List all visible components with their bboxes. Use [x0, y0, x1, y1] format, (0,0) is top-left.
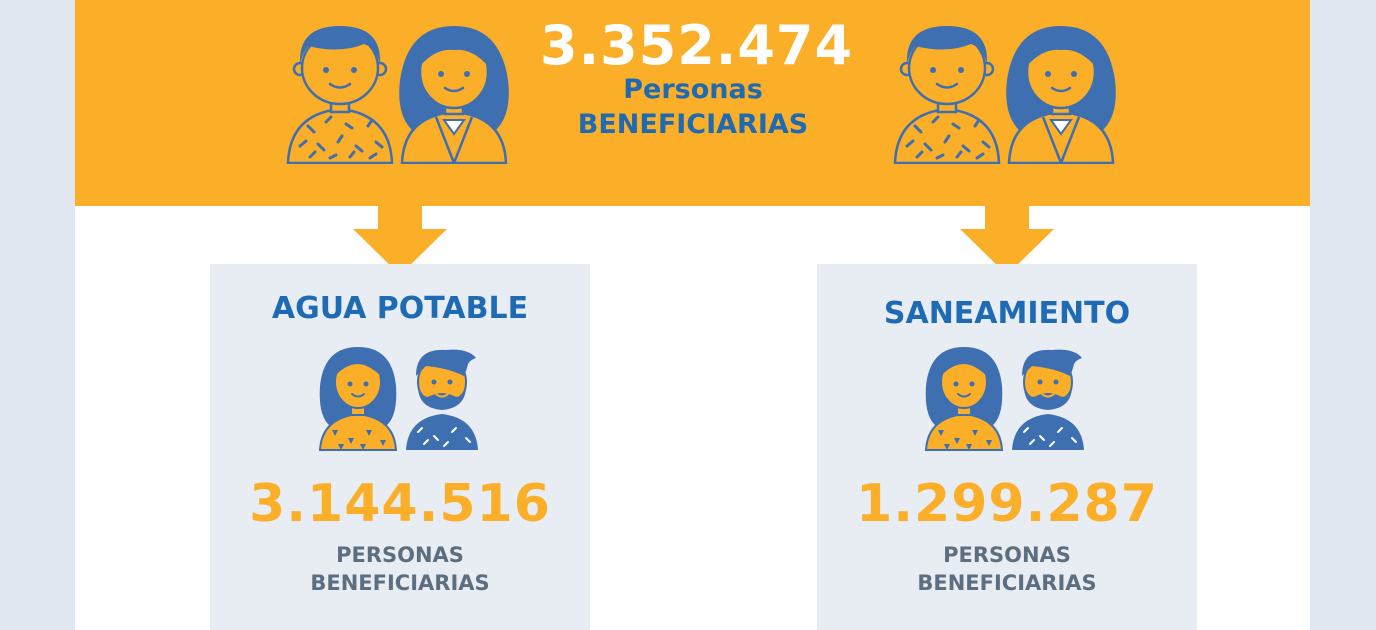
total-beneficiaries-sublabel: BENEFICIARIAS: [577, 109, 809, 140]
saneamiento-card: SANEAMIENTO: [817, 264, 1197, 630]
card-label-line2: BENEFICIARIAS: [310, 571, 490, 595]
total-beneficiaries-value: 3.352.474: [540, 14, 854, 77]
people-illustration: [924, 347, 1084, 451]
woman-icon: [399, 26, 509, 164]
people-illustration: [318, 347, 478, 451]
card-label-line1: PERSONAS: [943, 543, 1071, 567]
card-label-line2: BENEFICIARIAS: [917, 571, 1097, 595]
woman-icon: [1006, 26, 1116, 164]
man-icon: [1012, 349, 1084, 450]
people-illustration-left: [286, 26, 509, 164]
woman-icon: [318, 347, 398, 451]
card-value: 1.299.287: [856, 474, 1158, 534]
down-arrow-icon: [353, 205, 447, 275]
man-icon: [893, 26, 1001, 164]
down-arrow-icon: [960, 205, 1054, 275]
card-title: SANEAMIENTO: [883, 296, 1131, 331]
total-beneficiaries-label: Personas: [623, 74, 763, 105]
card-value: 3.144.516: [249, 474, 551, 534]
man-icon: [286, 26, 394, 164]
agua-potable-card: AGUA POTABLE: [210, 264, 590, 630]
woman-icon: [924, 347, 1004, 451]
man-icon: [406, 349, 478, 450]
people-illustration-right: [893, 26, 1116, 164]
card-title: AGUA POTABLE: [271, 291, 529, 326]
card-label-line1: PERSONAS: [336, 543, 464, 567]
